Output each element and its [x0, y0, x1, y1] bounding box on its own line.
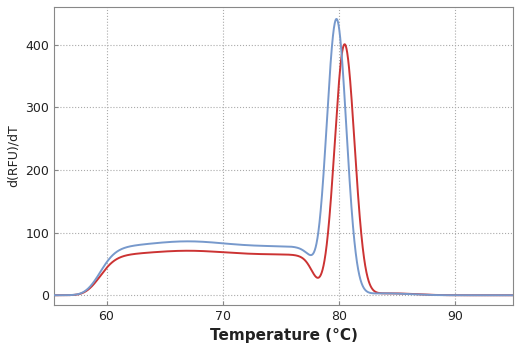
Y-axis label: d(RFU)/dT: d(RFU)/dT [7, 124, 20, 187]
X-axis label: Temperature (°C): Temperature (°C) [210, 328, 358, 343]
